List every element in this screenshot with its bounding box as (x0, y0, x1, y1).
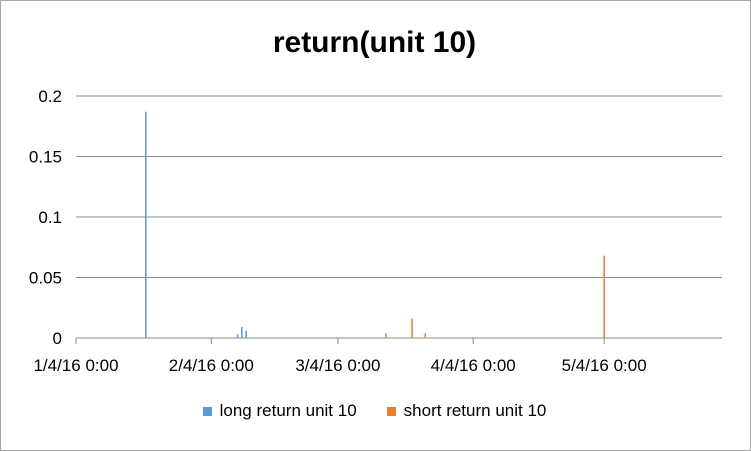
y-tick-label-4: 0.2 (38, 87, 62, 106)
legend-label-short: short return unit 10 (403, 401, 547, 420)
bar-series1-1 (411, 318, 413, 338)
bar-series1-0 (385, 333, 387, 338)
legend-label-long: long return unit 10 (219, 401, 357, 420)
legend-item-short: short return unit 10 (386, 401, 547, 421)
bar-series1-2 (424, 333, 426, 338)
bar-series0-3 (245, 330, 247, 338)
bar-series0-2 (241, 327, 243, 338)
y-tick-label-0: 0 (53, 329, 62, 348)
legend-swatch-short (386, 406, 396, 416)
x-tick-label-2: 3/4/16 0:00 (295, 356, 380, 375)
x-tick-label-4: 5/4/16 0:00 (562, 356, 647, 375)
bar-series1-3 (603, 255, 605, 338)
legend-item-long: long return unit 10 (202, 401, 357, 421)
chart-title: return(unit 10) (272, 26, 477, 59)
y-tick-label-2: 0.1 (38, 208, 62, 227)
bar-series0-0 (145, 111, 147, 338)
legend-swatch-long (202, 406, 212, 416)
bar-series0-1 (236, 334, 239, 338)
x-tick-label-0: 1/4/16 0:00 (33, 356, 118, 375)
legend: long return unit 10 short return unit 10 (0, 401, 749, 421)
x-tick-label-1: 2/4/16 0:00 (169, 356, 254, 375)
y-tick-label-1: 0.05 (29, 269, 62, 288)
x-tick-label-3: 4/4/16 0:00 (431, 356, 516, 375)
y-tick-label-3: 0.15 (29, 148, 62, 167)
